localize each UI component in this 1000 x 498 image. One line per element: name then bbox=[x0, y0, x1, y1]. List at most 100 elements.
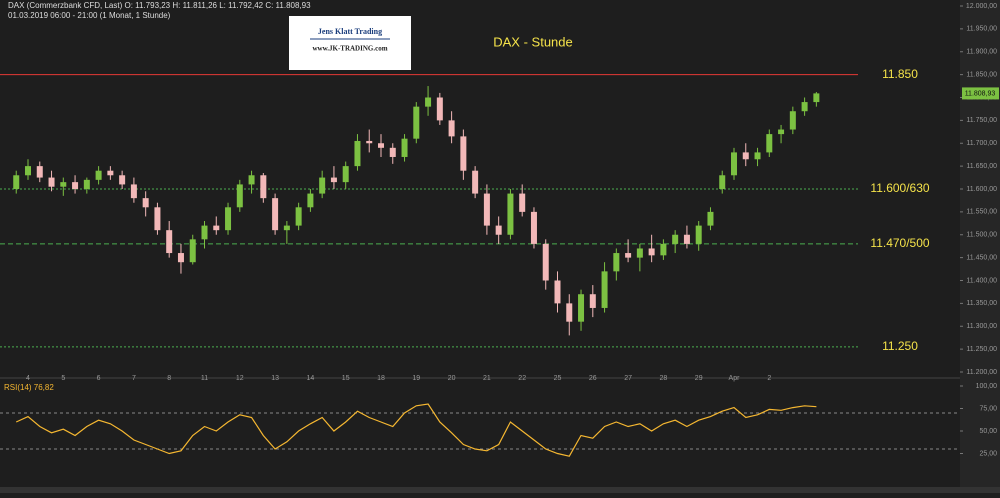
x-tick-label: 15 bbox=[342, 375, 350, 382]
candle-body bbox=[719, 175, 726, 189]
chart-title: DAX - Stunde bbox=[493, 34, 573, 49]
candle-body bbox=[601, 271, 608, 308]
candle-body bbox=[119, 175, 126, 185]
rsi-tick-label: 25,00 bbox=[979, 450, 997, 457]
candle-body bbox=[425, 97, 432, 107]
x-tick-label: 2 bbox=[767, 375, 771, 382]
candle-body bbox=[307, 193, 314, 208]
candle-body bbox=[589, 294, 596, 308]
candle-body bbox=[413, 106, 420, 139]
x-tick-label: 12 bbox=[236, 375, 244, 382]
level-label: 11.470/500 bbox=[870, 236, 929, 250]
rsi-tick-label: 100,00 bbox=[976, 383, 998, 390]
x-tick-label: 8 bbox=[167, 375, 171, 382]
y-tick-label: 11.500,00 bbox=[966, 232, 997, 239]
candle-body bbox=[472, 170, 479, 194]
candle-body bbox=[660, 243, 667, 256]
candle-body bbox=[742, 152, 749, 160]
logo-title: Jens Klatt Trading bbox=[318, 27, 382, 36]
x-tick-label: 26 bbox=[589, 375, 597, 382]
candle-body bbox=[60, 182, 67, 187]
candle-body bbox=[295, 207, 302, 226]
x-tick-label: 21 bbox=[483, 375, 491, 382]
candle-body bbox=[248, 175, 255, 185]
logo-url: www.JK-TRADING.com bbox=[312, 45, 387, 53]
y-tick-label: 11.350,00 bbox=[966, 300, 997, 307]
candle-body bbox=[766, 134, 773, 153]
candle-body bbox=[636, 248, 643, 258]
level-label: 11.250 bbox=[882, 339, 918, 353]
candle-body bbox=[389, 147, 396, 157]
logo-box bbox=[289, 16, 411, 70]
axis-background bbox=[960, 0, 1000, 493]
candle-body bbox=[483, 193, 490, 226]
y-tick-label: 11.600,00 bbox=[966, 186, 997, 193]
candle-body bbox=[801, 102, 808, 112]
candle-body bbox=[130, 184, 137, 199]
candle-body bbox=[460, 136, 467, 171]
x-tick-label: 19 bbox=[412, 375, 420, 382]
candle-body bbox=[683, 234, 690, 244]
candle-body bbox=[283, 225, 290, 231]
y-tick-label: 11.300,00 bbox=[966, 323, 997, 330]
candle-body bbox=[448, 120, 455, 137]
x-tick-label: 22 bbox=[518, 375, 526, 382]
candle-body bbox=[495, 225, 502, 235]
candle-body bbox=[72, 182, 79, 189]
y-tick-label: 11.850,00 bbox=[966, 71, 997, 78]
y-tick-label: 11.550,00 bbox=[966, 209, 997, 216]
y-tick-label: 11.700,00 bbox=[966, 140, 997, 147]
candle-body bbox=[778, 129, 785, 135]
header: DAX (Commerzbank CFD, Last) O: 11.793,23… bbox=[8, 1, 311, 10]
candle-body bbox=[366, 140, 373, 144]
candle-body bbox=[13, 175, 20, 189]
candle-body bbox=[236, 184, 243, 208]
candle-body bbox=[625, 253, 632, 258]
scrollbar bbox=[0, 487, 1000, 493]
candle-body bbox=[542, 243, 549, 281]
y-tick-label: 11.200,00 bbox=[966, 369, 997, 376]
candle-body bbox=[225, 207, 232, 231]
x-tick-label: 13 bbox=[271, 375, 279, 382]
y-tick-label: 11.900,00 bbox=[966, 49, 997, 56]
price-tag-label: 11.808,93 bbox=[965, 90, 996, 97]
y-tick-label: 11.750,00 bbox=[966, 117, 997, 124]
candle-body bbox=[813, 93, 820, 103]
candle-body bbox=[36, 166, 43, 178]
candle-body bbox=[95, 170, 102, 180]
rsi-line bbox=[15, 403, 817, 457]
candle-body bbox=[519, 193, 526, 212]
x-tick-label: 18 bbox=[377, 375, 385, 382]
candle-body bbox=[354, 140, 361, 167]
y-tick-label: 11.650,00 bbox=[966, 163, 997, 170]
rsi-tick-label: 50,00 bbox=[979, 428, 997, 435]
x-tick-label: 29 bbox=[695, 375, 703, 382]
candle-body bbox=[189, 239, 196, 263]
candle-body bbox=[613, 253, 620, 272]
x-tick-label: 28 bbox=[660, 375, 668, 382]
candle-body bbox=[83, 179, 90, 189]
rsi-name: RSI(14) 76,82 bbox=[4, 383, 54, 392]
candle-body bbox=[436, 97, 443, 121]
y-tick-label: 11.950,00 bbox=[966, 26, 997, 33]
candle-body bbox=[272, 198, 279, 231]
y-tick-label: 11.400,00 bbox=[966, 277, 997, 284]
y-tick-label: 11.250,00 bbox=[966, 346, 997, 353]
candle-body bbox=[554, 280, 561, 304]
candle-body bbox=[154, 207, 161, 231]
candle-body bbox=[342, 166, 349, 183]
x-tick-label: 7 bbox=[132, 375, 136, 382]
candle-body bbox=[648, 248, 655, 256]
candle-body bbox=[330, 177, 337, 183]
candle-body bbox=[578, 294, 585, 322]
candle-body bbox=[754, 152, 761, 160]
candle-body bbox=[695, 225, 702, 244]
x-tick-label: 14 bbox=[307, 375, 315, 382]
x-tick-label: Apr bbox=[729, 375, 741, 382]
candle-body bbox=[672, 234, 679, 244]
candle-body bbox=[107, 170, 114, 176]
x-tick-label: 11 bbox=[201, 375, 208, 382]
